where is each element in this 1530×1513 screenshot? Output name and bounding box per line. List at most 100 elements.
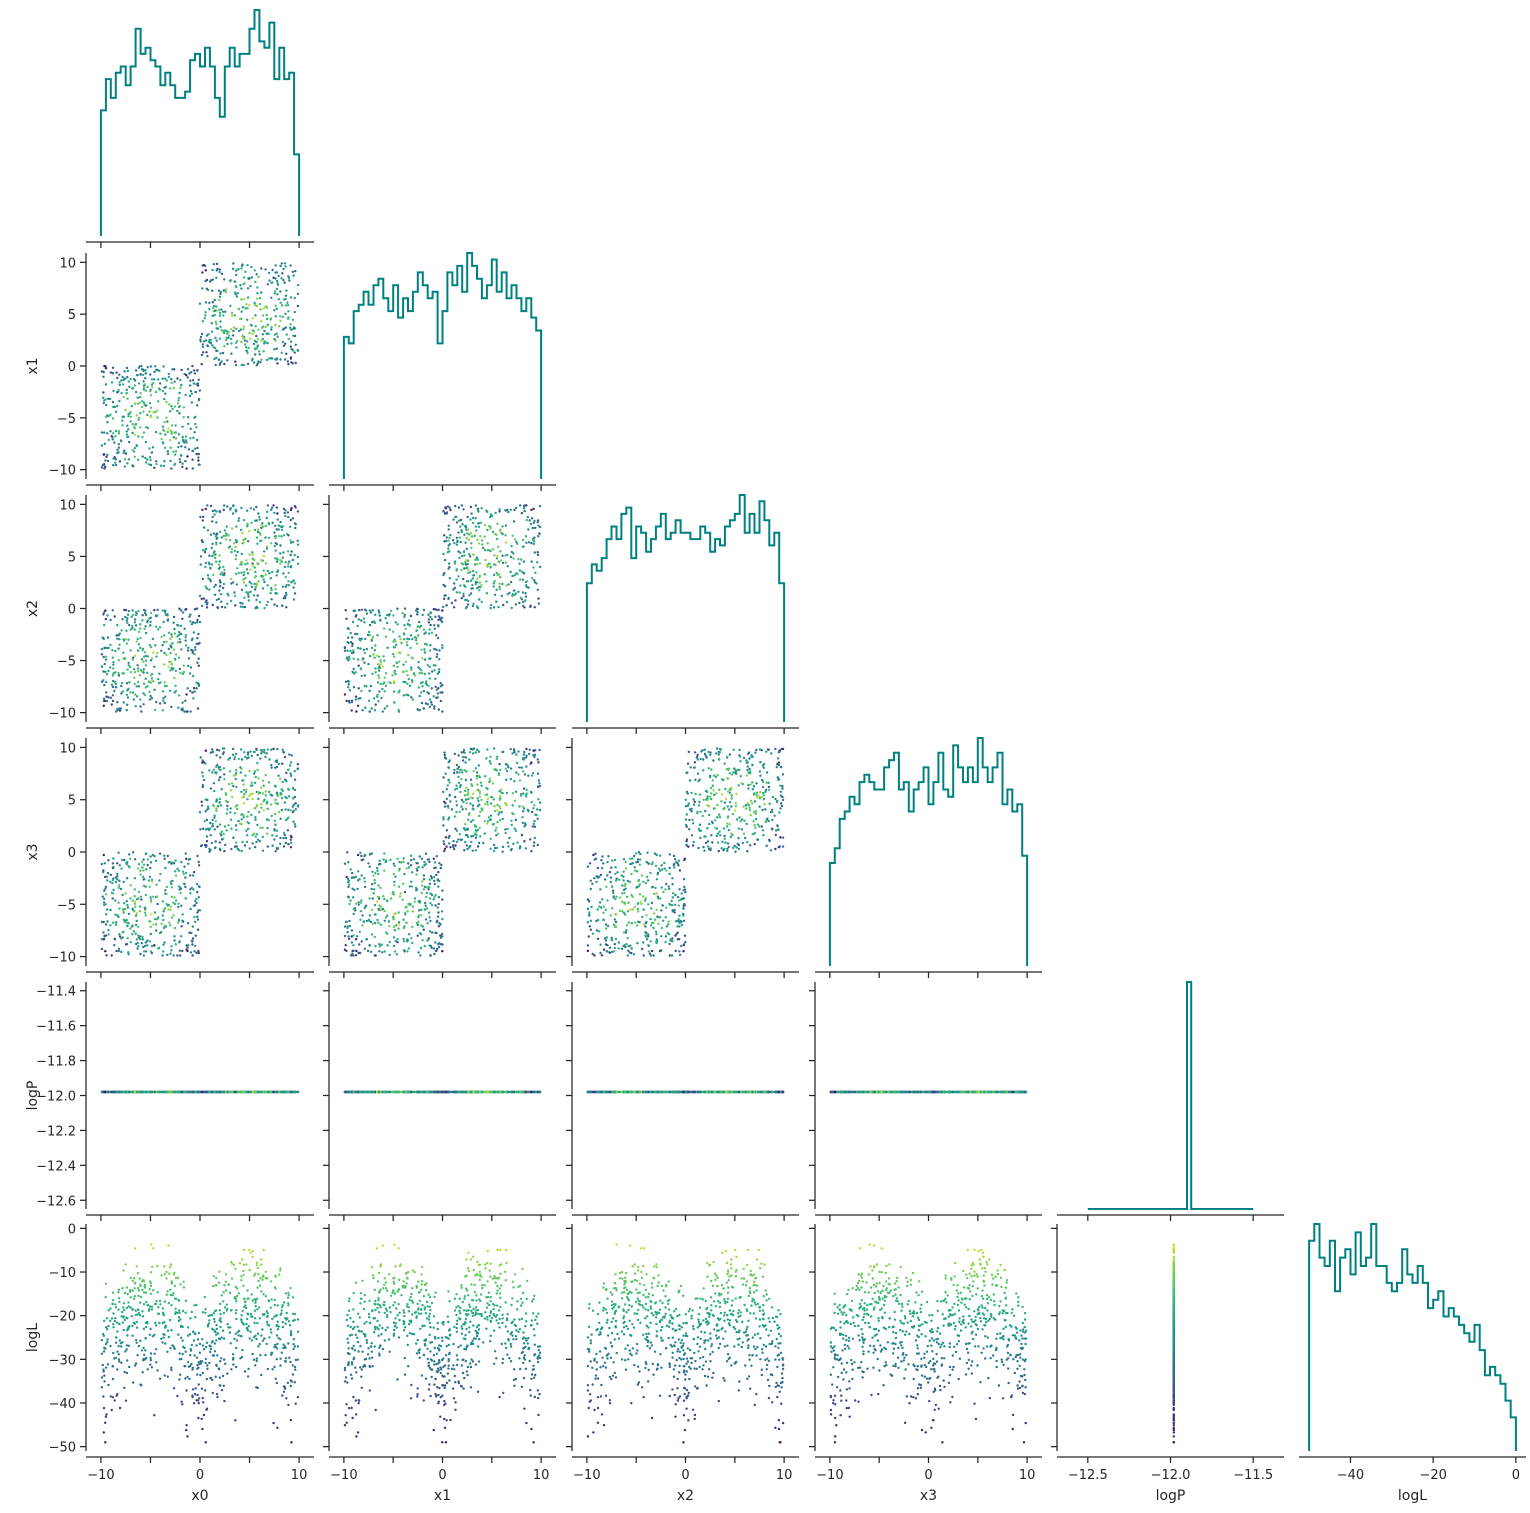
scatter-point — [409, 854, 413, 857]
scatter-point — [163, 651, 166, 655]
scatter-point — [198, 811, 202, 814]
scatter-point — [533, 753, 537, 756]
scatter-point — [377, 676, 381, 679]
scatter-point — [417, 660, 420, 664]
scatter-point — [668, 902, 671, 905]
scatter-point — [191, 943, 194, 946]
scatter-point — [343, 649, 347, 652]
scatter-point — [348, 657, 351, 661]
scatter-point — [225, 336, 228, 340]
scatter-point — [383, 627, 386, 630]
scatter-point — [386, 621, 389, 625]
scatter-point — [209, 580, 212, 583]
scatter-point — [438, 862, 441, 865]
scatter-point — [260, 574, 263, 578]
scatter-point — [263, 748, 266, 752]
scatter-point — [538, 784, 542, 788]
scatter-point — [371, 870, 374, 873]
scatter-point — [223, 778, 226, 781]
scatter-point — [166, 613, 169, 616]
scatter-point — [463, 849, 466, 852]
scatter-point — [392, 614, 395, 617]
scatter-point — [166, 903, 170, 906]
scatter-point — [598, 875, 601, 878]
scatter-point — [697, 804, 701, 807]
scatter-point — [254, 816, 257, 819]
scatter-point — [732, 771, 735, 774]
scatter-point — [433, 705, 436, 708]
scatter-point — [592, 853, 595, 857]
scatter-point — [204, 339, 208, 342]
scatter-point — [164, 609, 167, 612]
scatter-point — [244, 755, 247, 759]
y-tick-label: 10 — [59, 498, 76, 513]
scatter-point — [395, 643, 398, 647]
scatter-point — [121, 375, 124, 379]
scatter-point — [144, 625, 147, 628]
scatter-point — [594, 857, 598, 860]
scatter-point — [670, 954, 674, 957]
scatter-point — [271, 281, 274, 284]
panel-x1-vs-x1 — [329, 252, 556, 491]
scatter-point — [458, 810, 461, 814]
scatter-point — [275, 560, 279, 563]
scatter-point — [504, 541, 508, 544]
scatter-point — [142, 954, 146, 957]
scatter-point — [133, 902, 137, 905]
scatter-point — [204, 828, 208, 831]
scatter-point — [216, 805, 220, 808]
scatter-point — [437, 902, 440, 906]
scatter-point — [378, 611, 381, 614]
scatter-point — [720, 847, 723, 850]
scatter-point — [368, 914, 372, 917]
scatter-point — [374, 944, 377, 948]
scatter-point — [617, 947, 620, 950]
scatter-point — [103, 467, 106, 470]
scatter-point — [678, 950, 681, 953]
scatter-point — [223, 572, 226, 575]
scatter-point — [207, 577, 210, 580]
scatter-point — [744, 836, 747, 840]
scatter-point — [246, 572, 250, 575]
scatter-point — [116, 391, 119, 394]
scatter-point — [144, 456, 147, 460]
scatter-point — [148, 401, 152, 405]
scatter-point — [354, 698, 357, 701]
scatter-point — [103, 903, 106, 906]
scatter-point — [195, 426, 198, 429]
scatter-point — [642, 954, 645, 957]
scatter-point — [477, 764, 481, 767]
scatter-point — [746, 768, 749, 772]
scatter-point — [418, 708, 421, 712]
scatter-point — [241, 334, 244, 338]
scatter-point — [274, 798, 277, 801]
scatter-point — [428, 677, 431, 680]
scatter-point — [261, 849, 265, 852]
scatter-point — [599, 873, 603, 877]
scatter-point — [392, 862, 395, 865]
scatter-point — [457, 838, 460, 841]
scatter-point — [354, 671, 358, 674]
scatter-point — [448, 543, 451, 546]
scatter-point — [105, 923, 108, 926]
scatter-point — [210, 330, 214, 333]
scatter-point — [170, 882, 173, 885]
scatter-point — [167, 631, 171, 634]
scatter-point — [525, 584, 528, 587]
scatter-point — [213, 304, 216, 308]
scatter-point — [293, 822, 297, 826]
scatter-point — [236, 292, 239, 295]
scatter-point — [435, 634, 438, 637]
scatter-point — [683, 888, 687, 891]
scatter-point — [277, 298, 280, 301]
scatter-point — [409, 646, 412, 650]
scatter-point — [509, 848, 513, 852]
scatter-point — [222, 832, 225, 836]
scatter-point — [173, 902, 177, 906]
scatter-point — [234, 805, 237, 808]
scatter-point — [602, 948, 606, 951]
scatter-point — [111, 862, 115, 865]
scatter-point — [112, 672, 115, 675]
scatter-point — [123, 902, 126, 905]
scatter-point — [486, 528, 489, 532]
